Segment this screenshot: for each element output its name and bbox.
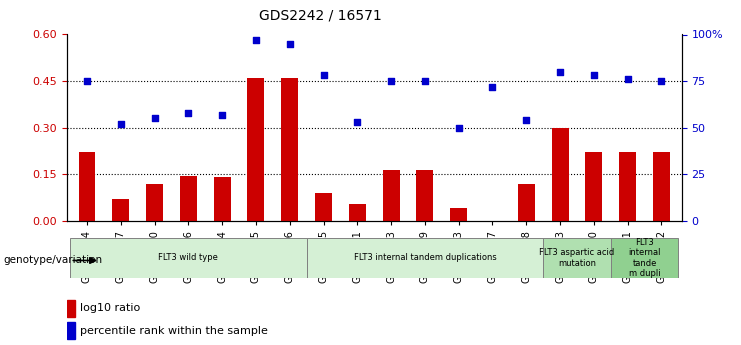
Bar [551,128,568,221]
Bar [611,238,678,278]
Point [656,78,668,84]
Bar [113,199,129,221]
Point [453,125,465,130]
Point [182,110,194,116]
Bar [67,322,75,339]
Bar [79,152,96,221]
Point [622,77,634,82]
Point [554,69,566,75]
Point [250,37,262,43]
Text: FLT3 internal tandem duplications: FLT3 internal tandem duplications [353,253,496,263]
Text: genotype/variation: genotype/variation [4,256,103,265]
Point [588,73,599,78]
Point [318,73,330,78]
Bar [451,208,467,221]
Bar [247,78,265,221]
Text: log10 ratio: log10 ratio [80,303,141,313]
Bar [213,177,230,221]
Text: percentile rank within the sample: percentile rank within the sample [80,326,268,336]
Bar [315,193,332,221]
Bar [518,184,535,221]
Bar [619,152,636,221]
Bar [67,300,75,317]
Point [385,78,397,84]
Bar [180,176,197,221]
Bar [282,78,298,221]
Text: FLT3 aspartic acid
mutation: FLT3 aspartic acid mutation [539,248,614,268]
Point [149,116,161,121]
Point [216,112,228,117]
Text: GDS2242 / 16571: GDS2242 / 16571 [259,9,382,23]
Bar [416,169,433,221]
Text: FLT3 wild type: FLT3 wild type [159,253,219,263]
Point [520,117,532,123]
Point [351,119,363,125]
Bar [307,238,543,278]
Bar [70,238,307,278]
Bar [653,152,670,221]
Point [419,78,431,84]
Point [487,84,499,89]
Point [115,121,127,127]
Bar [382,169,399,221]
Point [284,41,296,47]
Bar [349,204,366,221]
Bar [543,238,611,278]
Point [81,78,93,84]
Bar [146,184,163,221]
Bar [585,152,602,221]
Text: FLT3
internal
tande
m dupli: FLT3 internal tande m dupli [628,238,661,278]
